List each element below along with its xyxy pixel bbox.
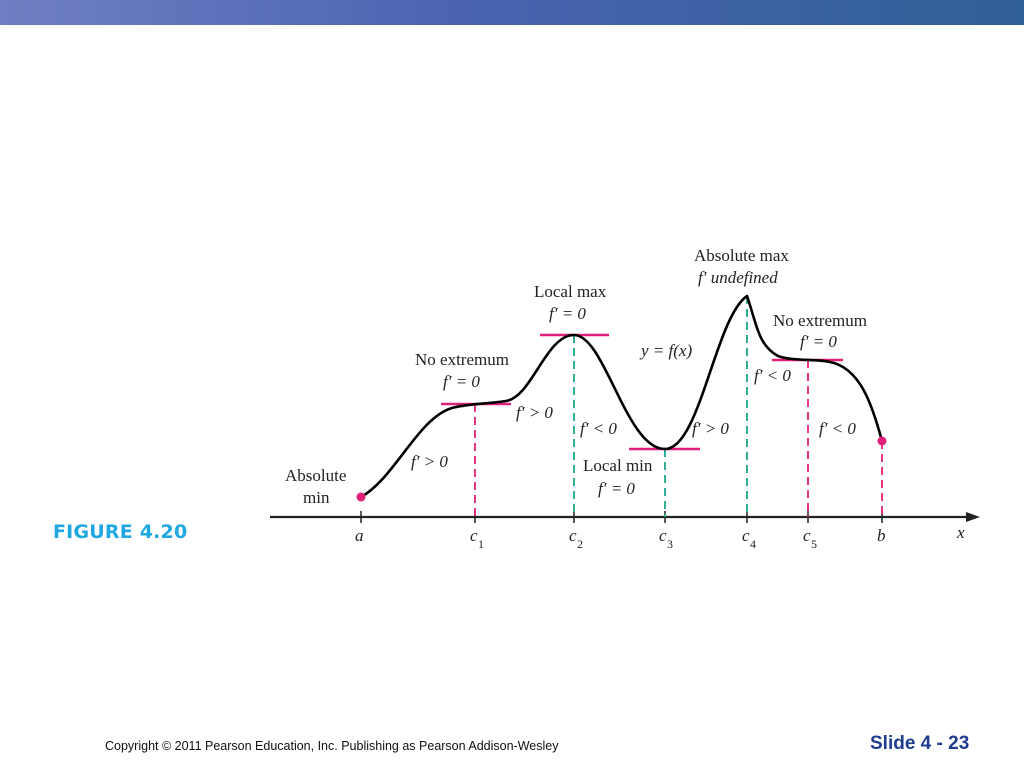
slope-label-c2-c3: f′ < 0 bbox=[580, 419, 617, 438]
slope-label-a-c1: f′ > 0 bbox=[411, 452, 448, 471]
tick-sub-c3: 3 bbox=[667, 537, 673, 551]
tick-sub-c2: 2 bbox=[577, 537, 583, 551]
tick-sub-c1: 1 bbox=[478, 537, 484, 551]
slope-label-c3-c4: f′ > 0 bbox=[692, 419, 729, 438]
guide-lines bbox=[474, 296, 883, 517]
tick-label-c4: c bbox=[742, 526, 750, 545]
endpoint-a bbox=[356, 492, 366, 502]
footer-copyright: Copyright © 2011 Pearson Education, Inc.… bbox=[105, 739, 559, 753]
label-no-extremum-1-line2: f′ = 0 bbox=[443, 372, 480, 391]
tick-label-b: b bbox=[877, 526, 886, 545]
x-axis-label: x bbox=[956, 523, 965, 542]
label-no-extremum-2-line2: f′ = 0 bbox=[800, 332, 837, 351]
label-no-extremum-1-line1: No extremum bbox=[415, 350, 509, 369]
tick-label-c5: c bbox=[803, 526, 811, 545]
figure-label: FIGURE 4.20 bbox=[53, 521, 188, 543]
tick-sub-c4: 4 bbox=[750, 537, 756, 551]
label-local-min-line1: Local min bbox=[583, 456, 653, 475]
label-absolute-max-line1: Absolute max bbox=[694, 246, 789, 265]
top-banner bbox=[0, 0, 1024, 25]
slide-number: Slide 4 - 23 bbox=[870, 733, 970, 754]
slope-label-c4-c5: f′ < 0 bbox=[754, 366, 791, 385]
label-absolute-min-line1: Absolute bbox=[285, 466, 346, 485]
endpoint-b bbox=[877, 436, 887, 446]
function-curve bbox=[360, 294, 884, 499]
tick-label-c3: c bbox=[659, 526, 667, 545]
tick-sub-c5: 5 bbox=[811, 537, 817, 551]
tick-label-c1: c bbox=[470, 526, 478, 545]
tick-label-c2: c bbox=[569, 526, 577, 545]
slope-label-c5-b: f′ < 0 bbox=[819, 419, 856, 438]
tick-label-a: a bbox=[355, 526, 364, 545]
label-absolute-min-line2: min bbox=[303, 488, 330, 507]
label-no-extremum-2-line1: No extremum bbox=[773, 311, 867, 330]
x-axis-arrow bbox=[966, 512, 980, 522]
label-curve-equation: y = f(x) bbox=[639, 341, 692, 360]
label-local-max-line1: Local max bbox=[534, 282, 607, 301]
slope-label-c1-c2: f′ > 0 bbox=[516, 403, 553, 422]
label-local-max-line2: f′ = 0 bbox=[549, 304, 586, 323]
label-local-min-line2: f′ = 0 bbox=[598, 479, 635, 498]
label-absolute-max-line2: f′ undefined bbox=[698, 268, 778, 287]
